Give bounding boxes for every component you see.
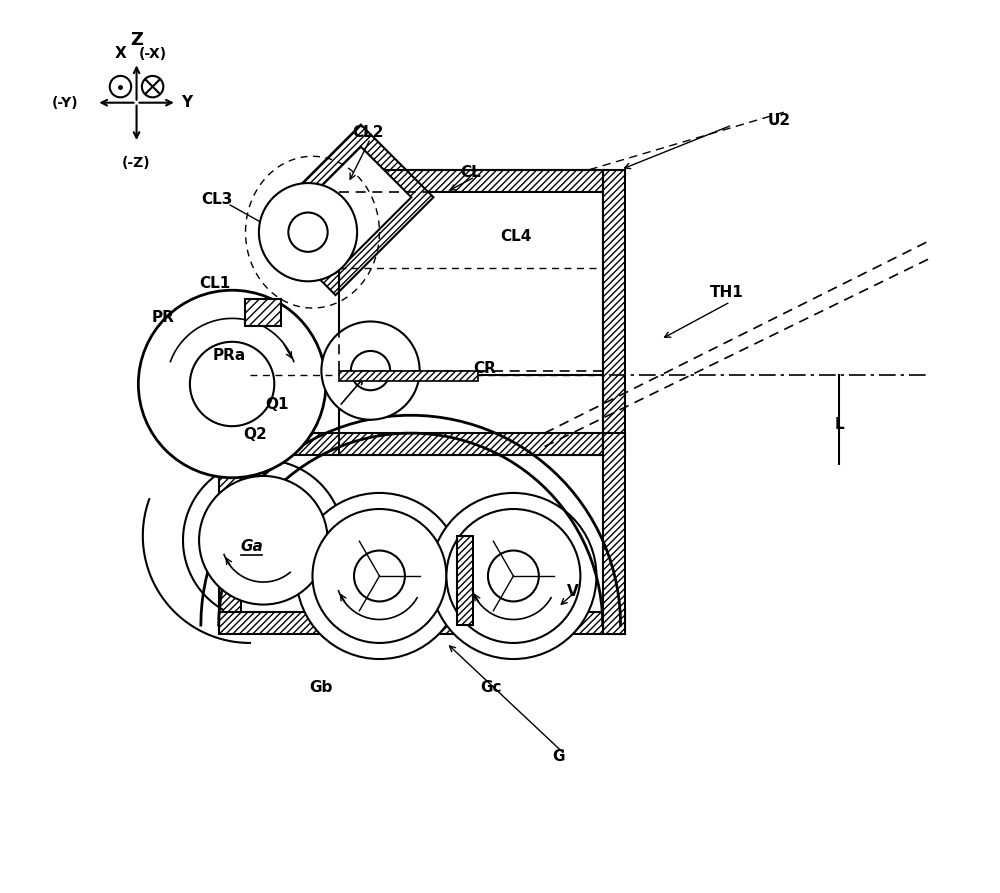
Bar — [339, 170, 607, 192]
Circle shape — [488, 550, 539, 602]
Circle shape — [321, 321, 420, 420]
Circle shape — [259, 183, 357, 281]
Bar — [603, 170, 625, 455]
Text: U2: U2 — [768, 113, 791, 128]
Text: Gb: Gb — [310, 680, 333, 695]
Text: Gc: Gc — [480, 680, 502, 695]
Text: CR: CR — [473, 362, 496, 376]
Text: TH1: TH1 — [710, 286, 744, 300]
Circle shape — [430, 493, 596, 659]
Circle shape — [351, 351, 390, 390]
Text: PR: PR — [152, 310, 175, 324]
Text: CL: CL — [460, 165, 481, 179]
Text: L: L — [835, 417, 844, 431]
Circle shape — [446, 509, 580, 643]
Bar — [219, 433, 241, 630]
Text: (-Z): (-Z) — [122, 156, 151, 171]
Polygon shape — [263, 125, 433, 295]
Text: (-Y): (-Y) — [52, 96, 79, 110]
Text: CL4: CL4 — [500, 230, 531, 244]
Text: CL1: CL1 — [199, 277, 230, 291]
Bar — [245, 299, 281, 326]
Text: Y: Y — [181, 96, 192, 110]
Bar — [223, 433, 603, 455]
Bar — [457, 536, 473, 625]
Text: X: X — [115, 46, 126, 61]
Text: Ga: Ga — [240, 539, 263, 554]
Circle shape — [199, 476, 328, 605]
Circle shape — [138, 290, 326, 478]
Text: Q2: Q2 — [244, 428, 267, 442]
Text: (-X): (-X) — [139, 46, 167, 61]
Text: G: G — [552, 749, 564, 764]
Bar — [219, 612, 625, 634]
Circle shape — [354, 550, 405, 602]
Text: V: V — [567, 584, 579, 598]
Text: CL2: CL2 — [353, 125, 384, 139]
Text: Q1: Q1 — [265, 397, 289, 412]
Bar — [603, 433, 625, 634]
Circle shape — [288, 213, 328, 252]
Circle shape — [190, 342, 274, 426]
Bar — [339, 371, 478, 381]
Polygon shape — [285, 146, 411, 273]
Circle shape — [296, 493, 462, 659]
Circle shape — [312, 509, 446, 643]
Circle shape — [142, 76, 163, 97]
Text: CL3: CL3 — [201, 192, 232, 206]
Text: PRa: PRa — [212, 348, 246, 363]
Circle shape — [110, 76, 131, 97]
Text: Z: Z — [130, 31, 143, 49]
